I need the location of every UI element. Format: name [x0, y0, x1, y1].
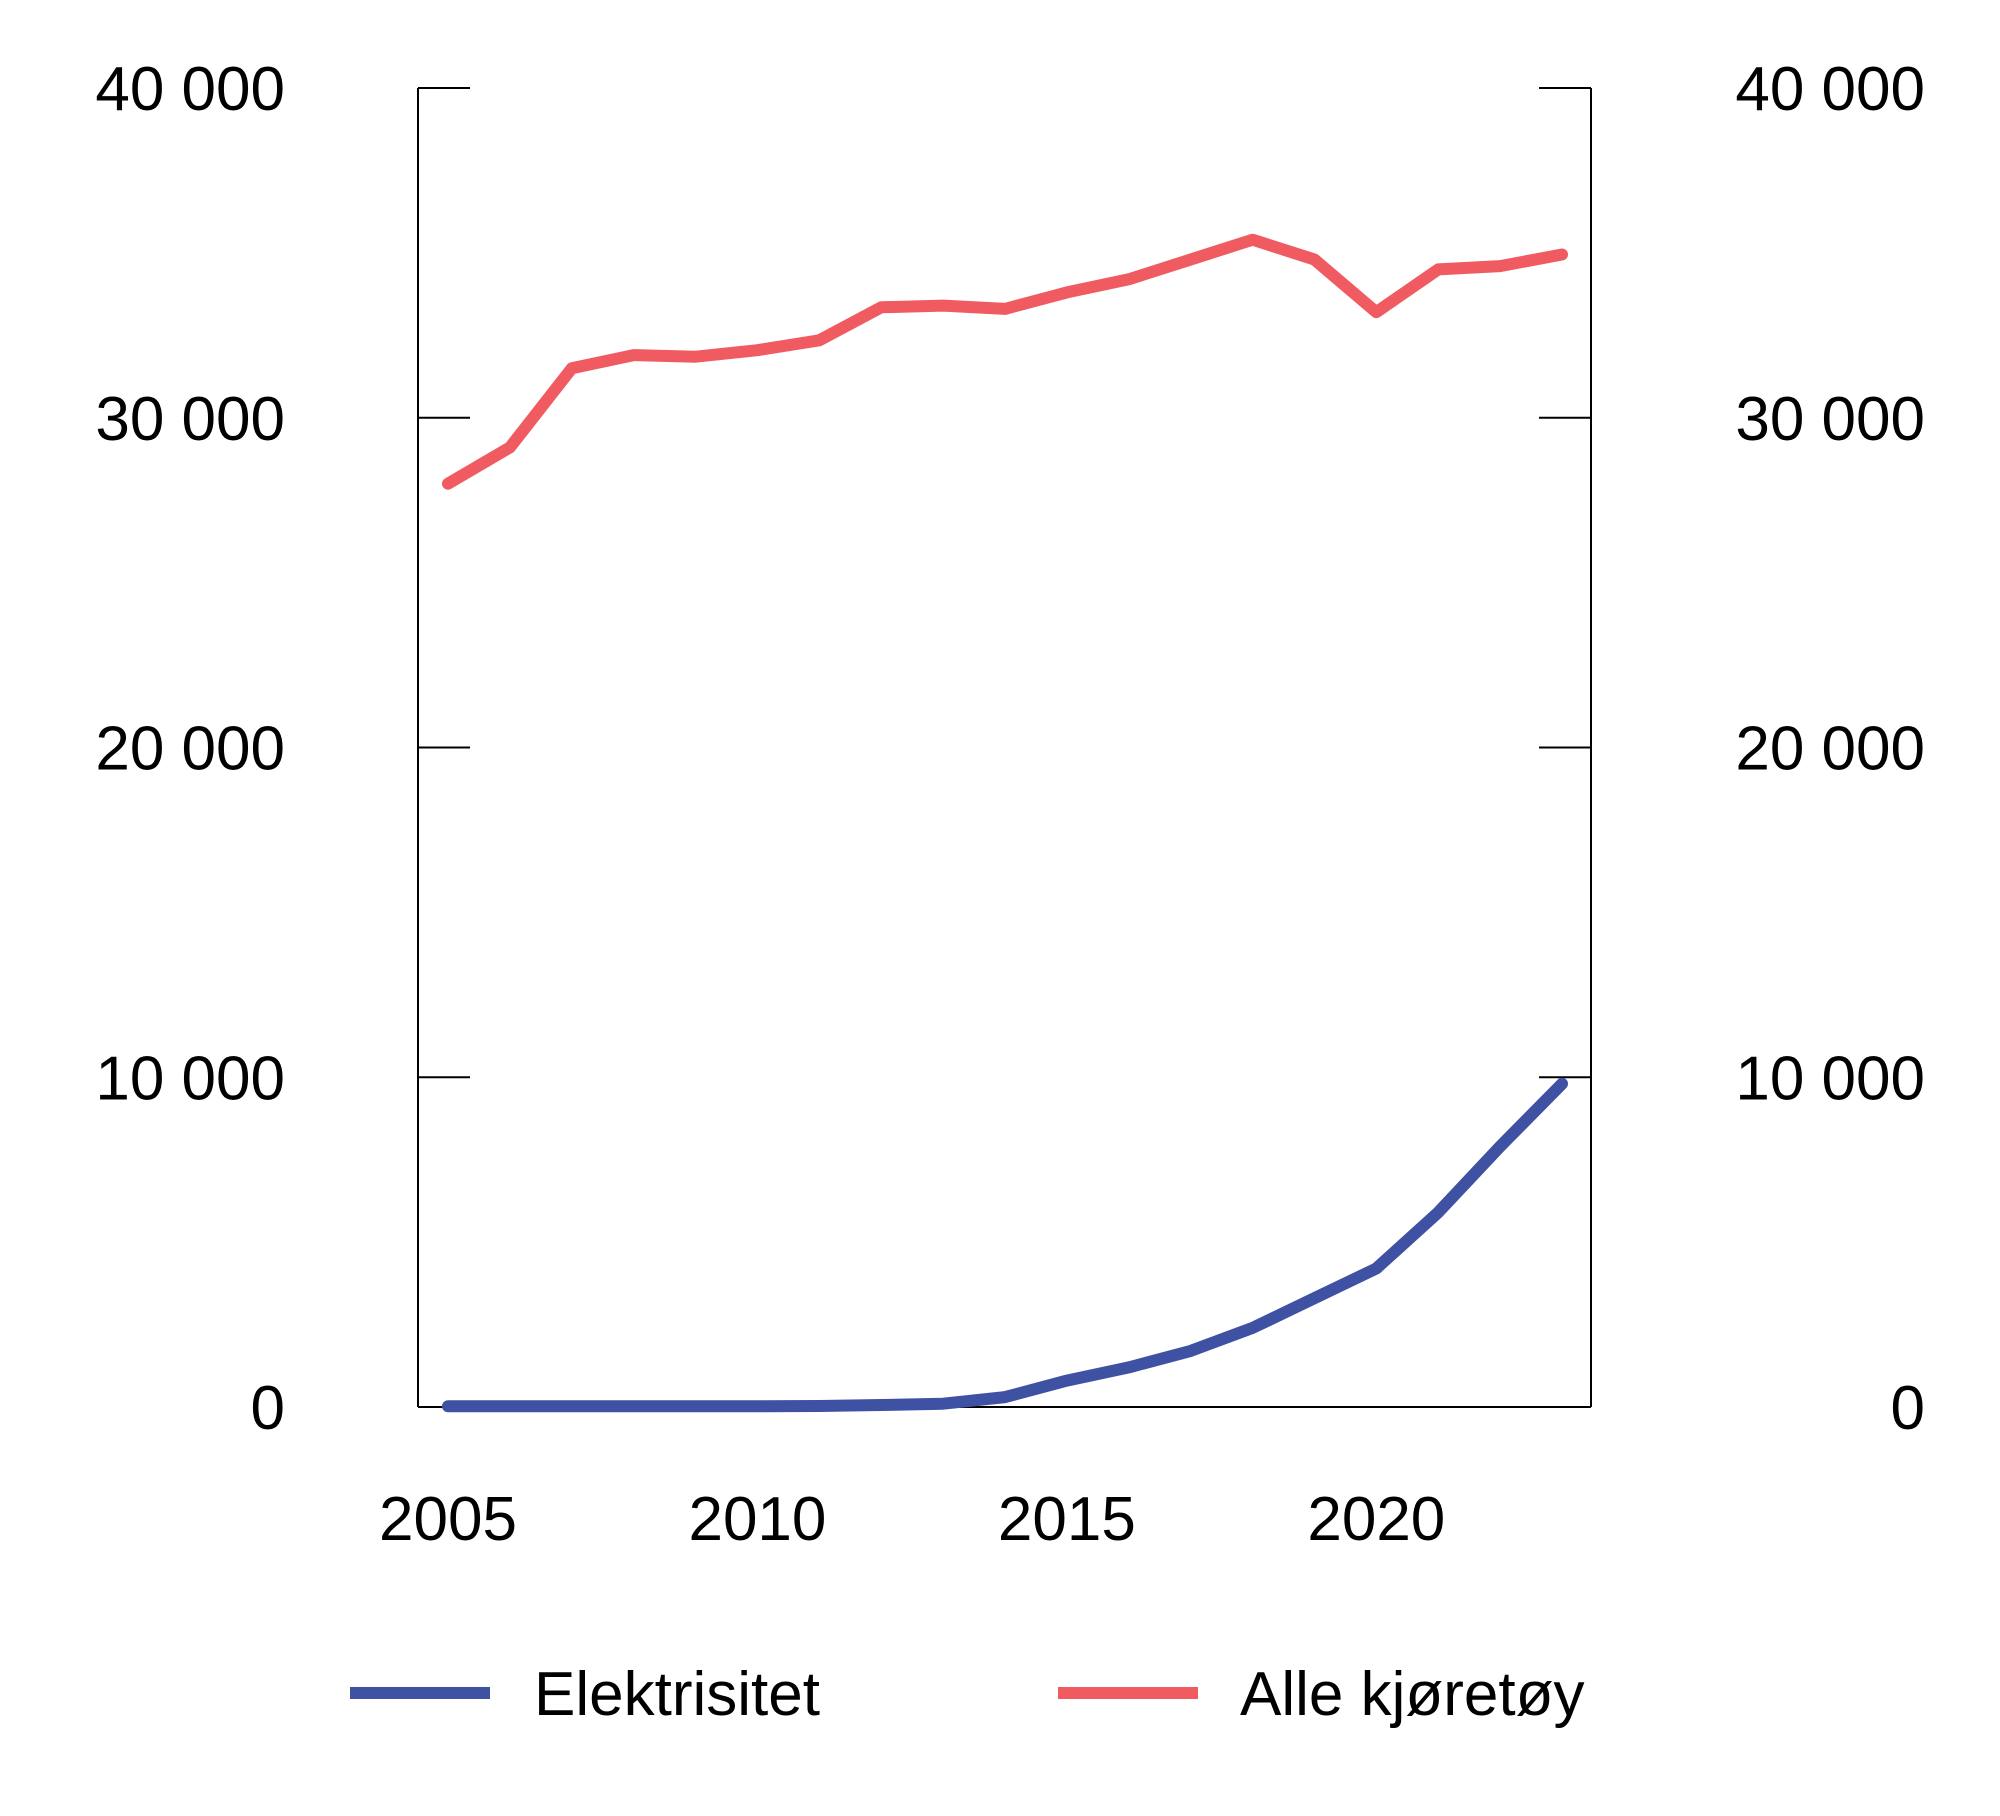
right-y-tick-label: 0: [1891, 1374, 1925, 1443]
right-y-tick-label: 20 000: [1735, 715, 1925, 784]
series-line-elektrisitet: [442, 1077, 1568, 1413]
legend-label-alle-kj-ret-y: Alle kjøretøy: [1240, 1660, 1584, 1729]
left-y-tick-label: 0: [251, 1374, 285, 1443]
series-line-alle-kj-ret-y: [442, 233, 1568, 490]
left-y-tick-labels: 0 10 000 20 000 30 000 40 000: [95, 55, 285, 1443]
right-y-tick-label: 10 000: [1735, 1044, 1925, 1113]
x-tick-label: 2015: [998, 1485, 1136, 1554]
left-y-tick-label: 40 000: [95, 55, 285, 124]
tick-marks: [418, 87, 1591, 1079]
x-tick-label: 2020: [1307, 1485, 1445, 1554]
legend: Elektrisitet Alle kjøretøy: [350, 1660, 1584, 1729]
right-y-tick-labels: 0 10 000 20 000 30 000 40 000: [1735, 55, 1925, 1443]
left-y-tick-label: 10 000: [95, 1044, 285, 1113]
x-tick-label: 2005: [379, 1485, 517, 1554]
right-y-tick-label: 40 000: [1735, 55, 1925, 124]
legend-label-elektrisitet: Elektrisitet: [534, 1660, 820, 1729]
left-y-tick-label: 30 000: [95, 385, 285, 454]
x-tick-label: 2010: [688, 1485, 826, 1554]
left-y-tick-label: 20 000: [95, 715, 285, 784]
right-y-tick-label: 30 000: [1735, 385, 1925, 454]
x-tick-labels: 2005 2010 2015 2020: [379, 1485, 1445, 1554]
series-lines: [442, 233, 1568, 1413]
